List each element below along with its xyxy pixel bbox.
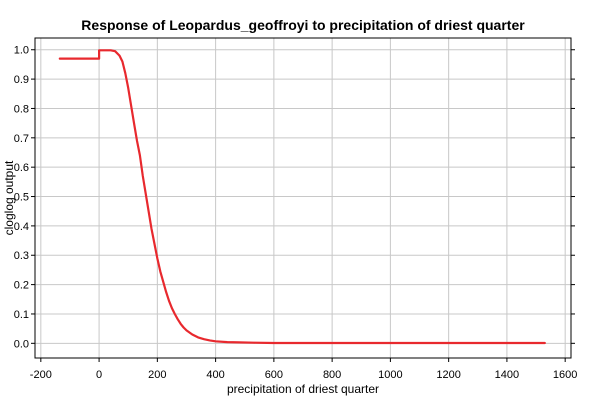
chart-title: Response of Leopardus_geoffroyi to preci… bbox=[81, 17, 525, 33]
y-tick-label: 0.3 bbox=[14, 250, 29, 262]
y-tick-label: 0.1 bbox=[14, 309, 29, 321]
y-tick-label: 0.7 bbox=[14, 133, 29, 145]
x-axis-label: precipitation of driest quarter bbox=[227, 382, 379, 396]
x-tick-label: 1400 bbox=[495, 369, 519, 381]
x-tick-label: 1600 bbox=[553, 369, 577, 381]
x-tick-label: 1000 bbox=[378, 369, 402, 381]
y-axis-label: cloglog output bbox=[2, 160, 16, 235]
y-tick-label: 0.9 bbox=[14, 74, 29, 86]
x-tick-label: 800 bbox=[323, 369, 341, 381]
y-tick-label: 0.0 bbox=[14, 338, 29, 350]
x-tick-label: 200 bbox=[148, 369, 166, 381]
y-tick-label: 0.2 bbox=[14, 280, 29, 292]
plot-frame bbox=[34, 37, 572, 359]
x-axis: -200 0 200 400 600 800 1000 1200 1400 1600 bbox=[30, 358, 577, 381]
series-line bbox=[58, 49, 546, 345]
x-tick-label: -200 bbox=[30, 369, 52, 381]
x-tick-label: 400 bbox=[206, 369, 224, 381]
y-tick-label: 0.8 bbox=[14, 103, 29, 115]
y-tick-label: 0.6 bbox=[14, 162, 29, 174]
y-axis: 0.0 0.1 0.2 0.3 0.4 0.5 0.6 0.7 0.8 0.9 1.0 bbox=[14, 45, 575, 350]
y-tick-label: 0.4 bbox=[14, 221, 29, 233]
y-tick-label: 0.5 bbox=[14, 192, 29, 204]
y-tick-label: 1.0 bbox=[14, 45, 29, 57]
x-tick-label: 0 bbox=[96, 369, 102, 381]
x-tick-label: 600 bbox=[265, 369, 283, 381]
grid-lines bbox=[35, 38, 571, 358]
x-tick-label: 1200 bbox=[436, 369, 460, 381]
